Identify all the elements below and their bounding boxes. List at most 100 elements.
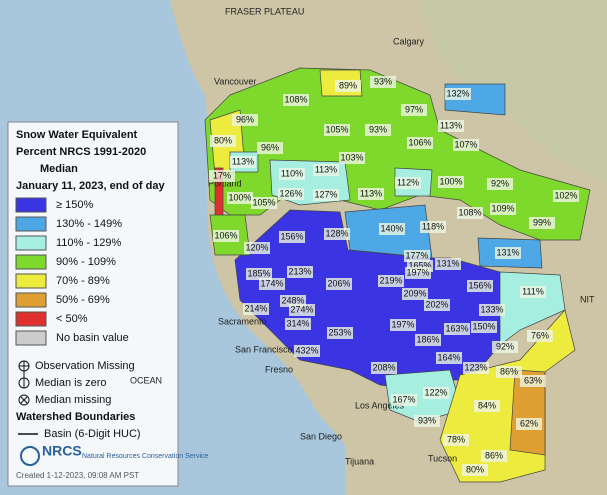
place-label: Calgary <box>393 36 425 46</box>
basin-label: 109% <box>491 203 514 213</box>
basin-label: 106% <box>214 230 237 240</box>
label-bg <box>313 189 339 201</box>
logo-sub: Natural Resources Conservation Service <box>82 453 209 460</box>
label-bg <box>402 288 428 300</box>
label-bg <box>227 192 253 204</box>
basin-label: 202% <box>425 299 448 309</box>
label-bg <box>496 366 522 378</box>
place-label: Fresno <box>265 364 293 374</box>
label-bg <box>294 345 320 357</box>
label-bg <box>244 242 270 254</box>
label-bg <box>390 319 416 331</box>
basin-area <box>499 271 566 346</box>
basin-label: 185% <box>247 268 270 278</box>
label-bg <box>371 362 397 374</box>
basin-label: 214% <box>244 303 267 313</box>
legend-title: Percent NRCS 1991-2020 <box>16 146 146 158</box>
legend-swatch <box>15 273 47 289</box>
basin-label: 62% <box>520 418 538 428</box>
basin-label: 106% <box>408 137 431 147</box>
basin-label: 78% <box>447 434 465 444</box>
legend-text: Basin (6-Digit HUC) <box>44 428 141 440</box>
basin-label: 92% <box>491 178 509 188</box>
basin-label: 197% <box>406 267 429 277</box>
label-bg <box>259 278 285 290</box>
label-bg <box>471 321 497 333</box>
basin-label: 96% <box>236 114 254 124</box>
logo-mark <box>20 446 40 466</box>
basin-label: 209% <box>403 288 426 298</box>
label-bg <box>495 247 521 259</box>
legend-title: January 11, 2023, end of day <box>16 180 165 192</box>
legend-label: 130% - 149% <box>56 218 122 230</box>
label-bg <box>463 362 489 374</box>
basin-label: 93% <box>369 124 387 134</box>
basin-label: 17% <box>213 170 231 180</box>
basin-label: 126% <box>279 188 302 198</box>
label-bg <box>481 450 507 462</box>
legend-title: Snow Water Equivalent <box>16 129 138 141</box>
basin-label: 156% <box>280 231 303 241</box>
legend-label: ≥ 150% <box>56 199 93 211</box>
label-bg <box>423 387 449 399</box>
legend-label: No basin value <box>56 332 129 344</box>
place-label: Vancouver <box>214 76 256 86</box>
label-bg <box>404 250 430 262</box>
legend-label: 70% - 89% <box>56 275 110 287</box>
label-bg <box>516 418 542 430</box>
label-bg <box>313 164 339 176</box>
basin-label: 248% <box>281 295 304 305</box>
basin-label: 63% <box>524 375 542 385</box>
legend-label: Observation Missing <box>35 360 135 372</box>
basin-label: 432% <box>295 345 318 355</box>
legend-label: < 50% <box>56 313 88 325</box>
basin-label: 103% <box>340 152 363 162</box>
basin-label: 177% <box>405 250 428 260</box>
label-bg <box>378 275 404 287</box>
label-bg <box>527 330 553 342</box>
basin-label: 118% <box>422 221 444 231</box>
label-bg <box>213 230 239 242</box>
label-bg <box>462 464 488 476</box>
basin-label: 113% <box>440 120 462 130</box>
label-bg <box>232 114 258 126</box>
label-bg <box>324 124 350 136</box>
label-bg <box>438 120 464 132</box>
basin-label: 133% <box>480 304 503 314</box>
basin-label: 131% <box>496 247 519 257</box>
basin-label: 110% <box>281 168 303 178</box>
label-bg <box>520 375 546 387</box>
label-bg <box>436 352 462 364</box>
basin-label: 206% <box>327 278 350 288</box>
basin-label: 156% <box>468 280 491 290</box>
label-bg <box>453 139 479 151</box>
label-bg <box>289 304 315 316</box>
legend: Snow Water Equivalent Percent NRCS 1991-… <box>15 129 209 480</box>
label-bg <box>251 197 277 209</box>
label-bg <box>407 137 433 149</box>
label-bg <box>435 258 461 270</box>
place-label: Sacramento <box>218 316 267 326</box>
place-label: OCEAN <box>130 375 162 385</box>
terrain <box>420 0 607 180</box>
label-bg <box>420 221 446 233</box>
basin-label: 253% <box>328 327 351 337</box>
label-bg <box>370 76 396 88</box>
basin-label: 84% <box>478 400 496 410</box>
basin-label: 131% <box>436 258 459 268</box>
place-label: Tucson <box>428 453 457 463</box>
basin-label: 150% <box>472 321 495 331</box>
basin-label: 93% <box>374 76 392 86</box>
legend-swatch <box>15 216 47 232</box>
basin-label: 99% <box>533 217 551 227</box>
basin-label: 111% <box>522 286 544 296</box>
legend-title: Median <box>40 163 78 175</box>
legend-label: 90% - 109% <box>56 256 116 268</box>
legend-label: Median missing <box>35 394 111 406</box>
basin-label: 219% <box>379 275 402 285</box>
label-bg <box>324 228 350 240</box>
basin-label: 76% <box>531 330 549 340</box>
basin-label: 108% <box>284 94 307 104</box>
place-label: Tijuana <box>345 456 374 466</box>
label-bg <box>335 80 361 92</box>
